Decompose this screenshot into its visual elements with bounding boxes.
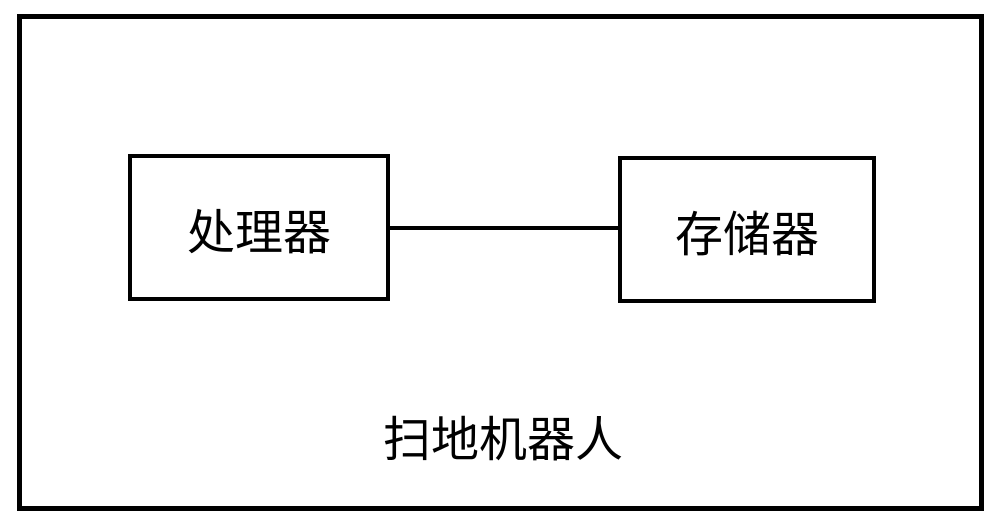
memory-node: 存储器: [618, 156, 876, 303]
processor-label: 处理器: [187, 193, 331, 263]
robot-label: 扫地机器人: [383, 400, 623, 470]
processor-node: 处理器: [128, 154, 390, 301]
connector-line: [390, 226, 618, 230]
memory-label: 存储器: [675, 195, 819, 265]
